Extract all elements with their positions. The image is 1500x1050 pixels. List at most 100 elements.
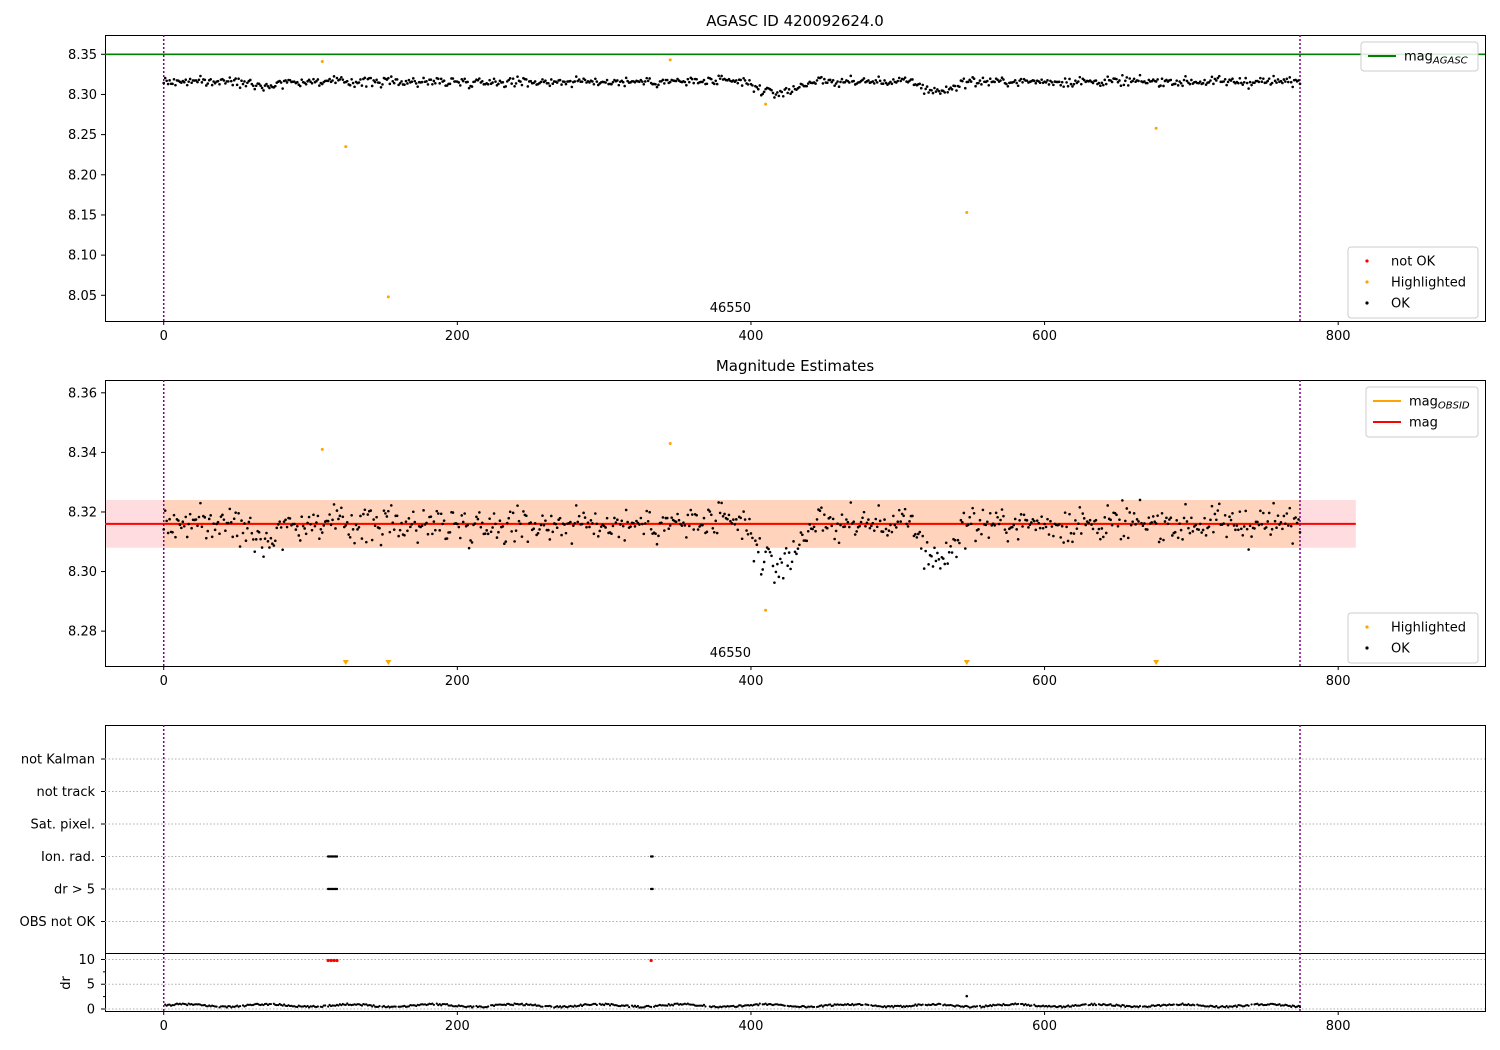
ok-point bbox=[1181, 84, 1184, 88]
ok-point bbox=[591, 522, 594, 525]
ok-point bbox=[592, 82, 596, 86]
ok-point bbox=[332, 75, 336, 78]
legend-label: not OK bbox=[1391, 255, 1436, 270]
ok-point bbox=[1168, 518, 1171, 521]
ok-point bbox=[168, 517, 171, 521]
ok-point bbox=[466, 80, 469, 84]
ok-point bbox=[232, 517, 236, 520]
ok-point bbox=[199, 501, 202, 505]
ok-point bbox=[864, 524, 867, 528]
ok-point bbox=[878, 79, 882, 83]
ok-point bbox=[676, 77, 679, 81]
ok-point bbox=[246, 81, 249, 85]
dr-point bbox=[1000, 1004, 1004, 1007]
ok-point bbox=[253, 550, 257, 553]
ok-point bbox=[696, 528, 700, 531]
ok-point bbox=[839, 80, 842, 84]
ok-point bbox=[1101, 83, 1105, 87]
ok-point bbox=[1038, 81, 1042, 85]
ok-point bbox=[840, 513, 844, 516]
ok-point bbox=[180, 81, 183, 84]
ok-point bbox=[1000, 508, 1004, 511]
ok-point bbox=[610, 532, 613, 535]
ok-point bbox=[1122, 534, 1126, 538]
ok-point bbox=[348, 535, 352, 539]
ok-point bbox=[560, 533, 563, 537]
legend-label: Highlighted bbox=[1391, 276, 1466, 291]
ok-point bbox=[1165, 516, 1168, 520]
ok-point bbox=[1043, 522, 1046, 526]
ok-point bbox=[586, 521, 590, 524]
ok-point bbox=[279, 81, 283, 84]
ok-point bbox=[1210, 75, 1214, 79]
ok-point bbox=[978, 518, 982, 522]
ok-point bbox=[1272, 501, 1275, 505]
ok-point bbox=[268, 546, 271, 549]
ok-point bbox=[243, 522, 246, 525]
ok-point bbox=[416, 85, 420, 88]
ok-point bbox=[1269, 533, 1272, 536]
dr-point bbox=[1247, 1004, 1250, 1007]
ok-point bbox=[922, 92, 926, 95]
ok-point bbox=[1203, 516, 1206, 520]
ok-point bbox=[335, 509, 339, 512]
ok-point bbox=[889, 523, 892, 527]
ok-point bbox=[298, 539, 302, 542]
ok-point bbox=[1062, 85, 1065, 88]
y-tick-label: 8.30 bbox=[68, 88, 97, 103]
ok-point bbox=[372, 518, 375, 521]
dr-point bbox=[892, 1006, 895, 1009]
ok-point bbox=[1257, 523, 1261, 527]
ok-point bbox=[168, 79, 171, 82]
ok-point bbox=[774, 570, 778, 574]
dr-point bbox=[650, 1005, 653, 1009]
ok-point bbox=[548, 84, 552, 88]
ok-point bbox=[812, 525, 816, 529]
ok-point bbox=[1289, 80, 1293, 84]
ok-point bbox=[687, 80, 691, 84]
ok-point bbox=[178, 523, 182, 527]
ok-point bbox=[1226, 80, 1230, 84]
ok-point bbox=[497, 530, 500, 534]
dr-point bbox=[225, 1006, 228, 1009]
ok-point bbox=[222, 79, 226, 82]
ok-point bbox=[972, 77, 976, 81]
dr-point bbox=[337, 1004, 340, 1007]
ok-point bbox=[207, 517, 211, 521]
ok-point bbox=[994, 511, 998, 515]
ok-point bbox=[1198, 80, 1202, 83]
ok-point bbox=[1132, 77, 1136, 81]
ok-point bbox=[756, 87, 760, 91]
ok-point bbox=[1238, 510, 1242, 513]
ok-point bbox=[516, 504, 519, 507]
ok-point bbox=[749, 532, 753, 535]
dr-axis-label: dr bbox=[59, 976, 74, 990]
ok-point bbox=[962, 511, 966, 515]
ok-point bbox=[404, 79, 408, 83]
ok-point bbox=[234, 77, 237, 80]
ok-point bbox=[564, 82, 568, 86]
ok-point bbox=[370, 538, 374, 542]
ok-point bbox=[685, 83, 688, 87]
ok-point bbox=[1209, 518, 1212, 522]
ok-point bbox=[986, 520, 989, 524]
dr-point bbox=[578, 1004, 581, 1007]
flag-event-point bbox=[651, 855, 654, 858]
ok-point bbox=[811, 527, 814, 531]
ok-point bbox=[732, 518, 735, 521]
ok-point bbox=[503, 542, 506, 546]
ok-point bbox=[572, 524, 575, 527]
ok-point bbox=[420, 80, 424, 84]
ok-point bbox=[1087, 521, 1090, 525]
dr-point bbox=[1256, 1002, 1259, 1005]
ok-point bbox=[1075, 527, 1079, 530]
dr-point bbox=[1027, 1003, 1030, 1006]
ok-point bbox=[676, 512, 679, 516]
ok-point bbox=[961, 79, 964, 83]
ok-point bbox=[1182, 516, 1186, 520]
ok-point bbox=[1160, 511, 1164, 515]
ok-point bbox=[228, 76, 232, 79]
ok-point bbox=[212, 80, 215, 83]
ok-point bbox=[978, 79, 982, 82]
ok-point bbox=[282, 520, 286, 523]
